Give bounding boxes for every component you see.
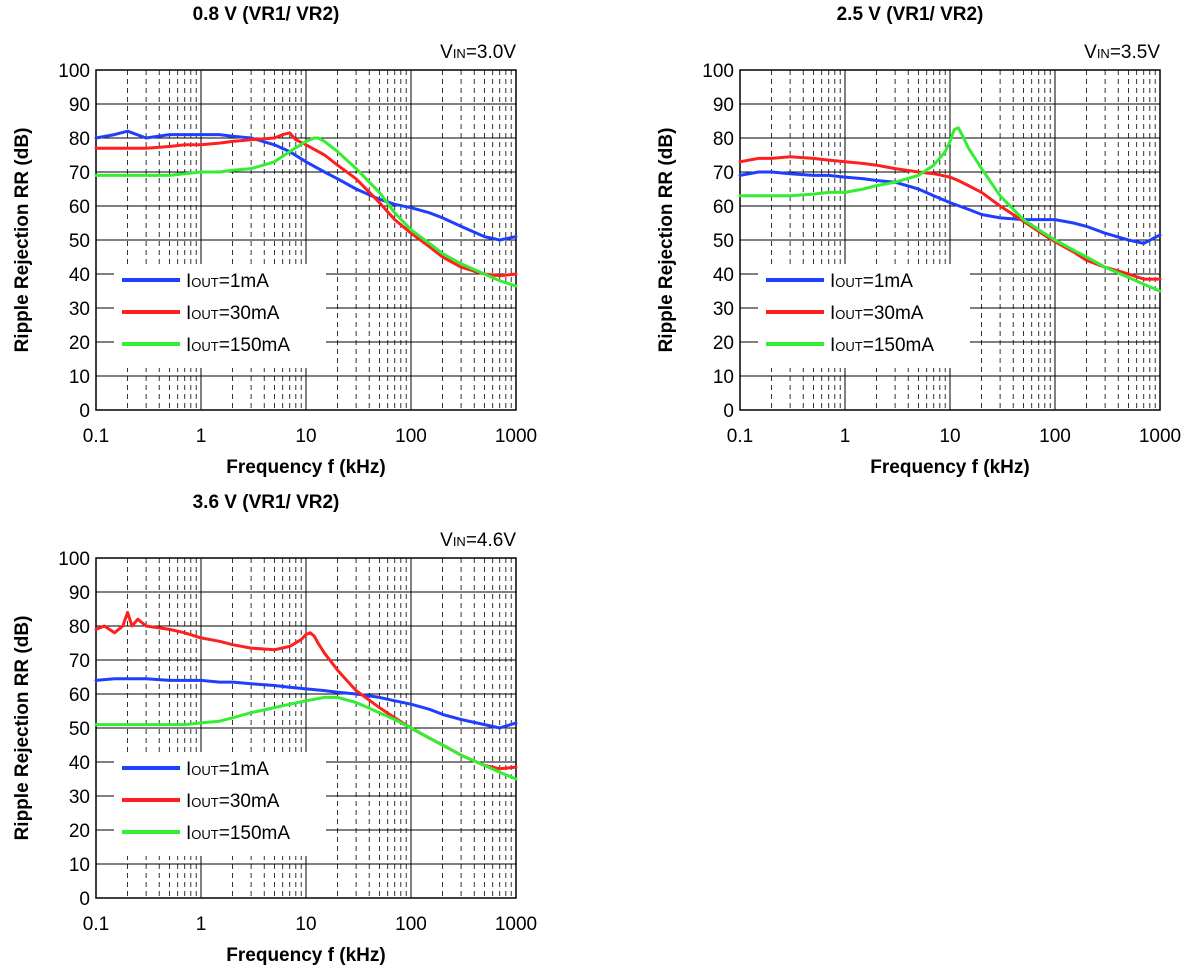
y-tick-label: 10 bbox=[69, 855, 90, 876]
x-tick-label: 1 bbox=[196, 426, 207, 447]
y-tick-label: 50 bbox=[713, 231, 734, 252]
y-tick-label: 20 bbox=[713, 333, 734, 354]
x-axis-label: Frequency f (kHz) bbox=[870, 457, 1029, 478]
legend-label-1: IOUT=1mA bbox=[186, 271, 269, 292]
y-tick-label: 30 bbox=[69, 299, 90, 320]
x-tick-label: 1 bbox=[840, 426, 851, 447]
x-tick-label: 1000 bbox=[495, 914, 537, 935]
y-tick-label: 10 bbox=[713, 367, 734, 388]
x-axis-label: Frequency f (kHz) bbox=[226, 457, 385, 478]
chart-3p6v: 0 10 20 30 40 50 60 70 80 90 100 0.1 1 10 100 1000 Frequ… bbox=[12, 492, 537, 966]
series-line-3 bbox=[94, 136, 518, 288]
plot-frame bbox=[739, 69, 1161, 411]
x-tick-label: 1000 bbox=[495, 426, 537, 447]
y-tick-label: 20 bbox=[69, 333, 90, 354]
legend-label-3: IOUT=150mA bbox=[186, 335, 290, 356]
y-axis-label: Ripple Rejection RR (dB) bbox=[656, 128, 677, 353]
y-tick-label: 60 bbox=[69, 197, 90, 218]
y-tick-label: 100 bbox=[702, 61, 734, 82]
legend-label-1: IOUT=1mA bbox=[186, 759, 269, 780]
series-lines bbox=[94, 129, 518, 288]
legend-label-2: IOUT=30mA bbox=[186, 303, 280, 324]
legend-label-2: IOUT=30mA bbox=[186, 791, 280, 812]
legend-label-3: IOUT=150mA bbox=[830, 335, 934, 356]
chart-2p5v: 0 10 20 30 40 50 60 70 80 90 100 0.1 1 10 100 1000 Frequ… bbox=[656, 4, 1181, 478]
legend: IOUT=1mA IOUT=30mA IOUT=150mA bbox=[114, 752, 326, 856]
condition-label: VIN=3.0V bbox=[440, 42, 516, 63]
y-tick-label: 0 bbox=[79, 889, 90, 910]
chart-title: 3.6 V (VR1/ VR2) bbox=[193, 492, 340, 513]
y-tick-label: 100 bbox=[58, 549, 90, 570]
y-tick-label: 70 bbox=[69, 163, 90, 184]
legend: IOUT=1mA IOUT=30mA IOUT=150mA bbox=[114, 264, 326, 368]
condition-label: VIN=4.6V bbox=[440, 530, 516, 551]
y-tick-label: 30 bbox=[713, 299, 734, 320]
series-line-2 bbox=[94, 131, 518, 278]
y-tick-label: 40 bbox=[69, 753, 90, 774]
series-line-3 bbox=[94, 695, 518, 781]
series-line-1 bbox=[738, 170, 1162, 245]
series-line-3 bbox=[738, 126, 1162, 293]
series-line-1 bbox=[94, 677, 518, 730]
y-tick-label: 90 bbox=[69, 583, 90, 604]
chart-title: 2.5 V (VR1/ VR2) bbox=[837, 4, 984, 25]
x-tick-label: 0.1 bbox=[727, 426, 753, 447]
y-tick-label: 40 bbox=[69, 265, 90, 286]
y-tick-label: 60 bbox=[69, 685, 90, 706]
series-line-2 bbox=[738, 155, 1162, 281]
y-axis-label: Ripple Rejection RR (dB) bbox=[12, 128, 33, 353]
legend: IOUT=1mA IOUT=30mA IOUT=150mA bbox=[758, 264, 970, 368]
legend-label-2: IOUT=30mA bbox=[830, 303, 924, 324]
chart-title: 0.8 V (VR1/ VR2) bbox=[193, 4, 340, 25]
y-tick-label: 50 bbox=[69, 719, 90, 740]
x-axis-label: Frequency f (kHz) bbox=[226, 945, 385, 966]
x-tick-label: 10 bbox=[295, 914, 316, 935]
series-lines bbox=[94, 610, 518, 781]
y-tick-label: 80 bbox=[69, 129, 90, 150]
y-tick-label: 50 bbox=[69, 231, 90, 252]
y-tick-label: 0 bbox=[723, 401, 734, 422]
y-tick-label: 40 bbox=[713, 265, 734, 286]
y-tick-label: 80 bbox=[713, 129, 734, 150]
x-tick-label: 100 bbox=[395, 426, 427, 447]
plot-frame bbox=[95, 557, 517, 899]
x-tick-label: 10 bbox=[295, 426, 316, 447]
y-tick-label: 60 bbox=[713, 197, 734, 218]
legend-label-3: IOUT=150mA bbox=[186, 823, 290, 844]
y-tick-label: 70 bbox=[69, 651, 90, 672]
x-tick-label: 0.1 bbox=[83, 914, 109, 935]
x-tick-label: 1 bbox=[196, 914, 207, 935]
y-tick-label: 80 bbox=[69, 617, 90, 638]
y-tick-label: 100 bbox=[58, 61, 90, 82]
y-tick-label: 10 bbox=[69, 367, 90, 388]
y-tick-label: 0 bbox=[79, 401, 90, 422]
y-tick-label: 90 bbox=[713, 95, 734, 116]
y-tick-label: 30 bbox=[69, 787, 90, 808]
y-tick-label: 70 bbox=[713, 163, 734, 184]
x-tick-label: 1000 bbox=[1139, 426, 1181, 447]
y-axis-label: Ripple Rejection RR (dB) bbox=[12, 616, 33, 841]
y-tick-label: 90 bbox=[69, 95, 90, 116]
x-tick-label: 0.1 bbox=[83, 426, 109, 447]
series-lines bbox=[738, 126, 1162, 293]
chart-0p8v: 0 10 20 30 40 50 60 70 80 90 100 0.1 1 10 100 1000 Frequ… bbox=[12, 4, 537, 478]
condition-label: VIN=3.5V bbox=[1084, 42, 1160, 63]
x-tick-label: 10 bbox=[939, 426, 960, 447]
x-tick-label: 100 bbox=[395, 914, 427, 935]
series-line-1 bbox=[94, 129, 518, 242]
plot-frame bbox=[95, 69, 517, 411]
x-tick-label: 100 bbox=[1039, 426, 1071, 447]
y-tick-label: 20 bbox=[69, 821, 90, 842]
legend-label-1: IOUT=1mA bbox=[830, 271, 913, 292]
